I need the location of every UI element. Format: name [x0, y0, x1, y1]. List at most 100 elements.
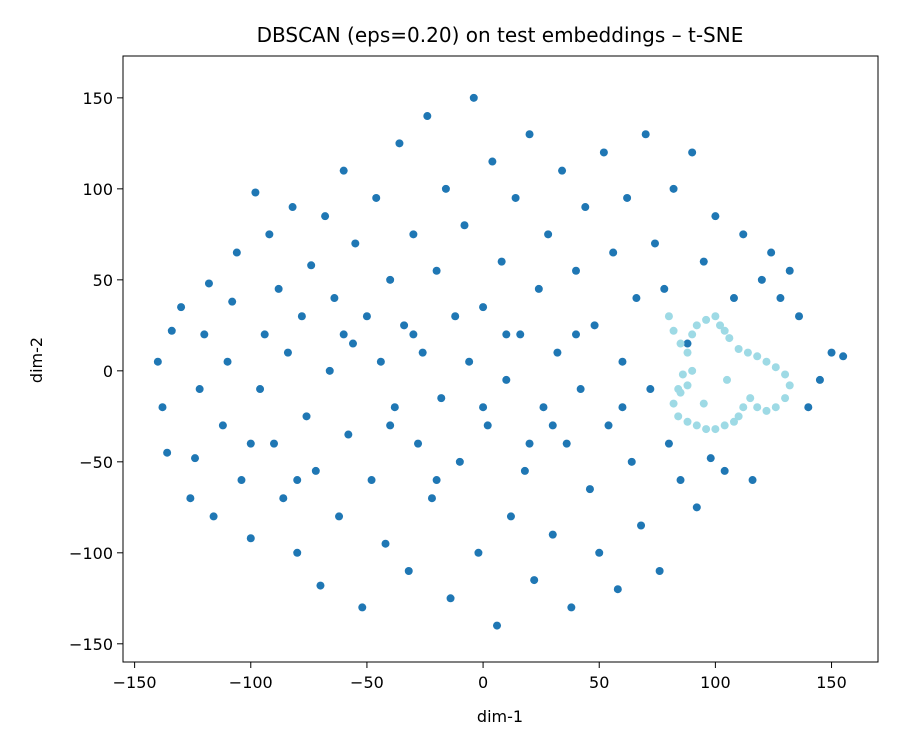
data-point-s0-110: [688, 148, 697, 157]
data-point-s0-38: [348, 339, 357, 348]
data-point-s0-73: [511, 193, 520, 202]
data-point-s0-27: [297, 312, 306, 321]
data-point-s0-108: [676, 476, 685, 485]
data-point-s0-88: [581, 203, 590, 212]
data-point-s0-68: [488, 157, 497, 166]
data-point-s0-113: [706, 454, 715, 463]
data-point-s0-128: [432, 476, 441, 485]
data-point-s0-137: [618, 403, 627, 412]
data-point-s1-0: [664, 312, 673, 321]
data-point-s1-35: [688, 330, 697, 339]
chart-title: DBSCAN (eps=0.20) on test embeddings – t…: [257, 23, 744, 47]
x-tick-label: −100: [229, 673, 273, 692]
data-point-s1-13: [720, 421, 729, 430]
x-axis-title: dim-1: [477, 707, 523, 726]
data-point-s0-31: [316, 581, 325, 590]
data-point-s0-34: [330, 294, 339, 303]
data-point-s0-43: [372, 193, 381, 202]
data-point-s0-135: [525, 439, 534, 448]
data-point-s0-78: [534, 284, 543, 293]
data-point-s0-105: [660, 284, 669, 293]
data-point-s0-36: [339, 166, 348, 175]
data-point-s1-27: [743, 348, 752, 357]
data-point-s0-120: [767, 248, 776, 257]
data-point-s0-87: [576, 385, 585, 394]
data-point-s0-41: [362, 312, 371, 321]
data-point-s1-23: [781, 370, 790, 379]
data-point-s0-129: [386, 421, 395, 430]
data-point-s0-20: [265, 230, 274, 239]
data-point-s0-121: [776, 294, 785, 303]
data-point-s0-81: [548, 530, 557, 539]
y-tick-label: −150: [69, 635, 113, 654]
data-point-s1-29: [725, 334, 734, 343]
data-point-s0-131: [548, 421, 557, 430]
data-point-s0-111: [692, 503, 701, 512]
data-point-s1-31: [716, 321, 725, 330]
data-point-s0-126: [827, 348, 836, 357]
data-point-s1-21: [781, 394, 790, 403]
data-point-s1-38: [699, 399, 708, 408]
data-point-s0-63: [465, 357, 474, 366]
data-point-s0-91: [595, 548, 604, 557]
y-axis-ticks: −150 −100 −50 0 50 100 150: [69, 89, 123, 654]
data-point-s1-7: [669, 399, 678, 408]
data-point-s0-80: [544, 230, 553, 239]
data-point-s1-24: [771, 363, 780, 372]
y-tick-label: −50: [79, 453, 113, 472]
data-point-s0-106: [664, 439, 673, 448]
data-point-s0-72: [506, 512, 515, 521]
data-point-s0-118: [748, 476, 757, 485]
data-point-s0-44: [376, 357, 385, 366]
data-point-s0-132: [339, 330, 348, 339]
x-tick-label: −150: [113, 673, 157, 692]
data-point-s0-7: [195, 385, 204, 394]
data-point-s1-16: [739, 403, 748, 412]
data-point-s0-5: [186, 494, 195, 503]
data-point-s1-26: [753, 352, 762, 361]
data-point-s0-96: [618, 357, 627, 366]
data-point-s0-40: [358, 603, 367, 612]
data-point-s0-62: [460, 221, 469, 230]
data-point-s0-97: [623, 193, 632, 202]
data-point-s0-104: [655, 567, 664, 576]
data-point-s0-30: [311, 466, 320, 475]
data-point-s0-82: [553, 348, 562, 357]
data-point-s0-53: [418, 348, 427, 357]
data-point-s1-3: [683, 348, 692, 357]
data-point-s0-66: [479, 303, 488, 312]
data-point-s0-16: [246, 534, 255, 543]
data-point-s0-94: [609, 248, 618, 257]
data-point-s0-114: [711, 212, 720, 221]
data-point-s0-0: [153, 357, 162, 366]
data-point-s0-61: [455, 457, 464, 466]
data-point-s0-139: [246, 439, 255, 448]
data-point-s0-23: [279, 494, 288, 503]
data-point-s0-21: [270, 439, 278, 448]
data-point-s0-64: [469, 93, 478, 102]
data-point-s0-35: [335, 512, 344, 521]
data-point-s0-109: [683, 339, 692, 348]
data-point-s1-15: [734, 412, 743, 421]
y-tick-label: 0: [103, 362, 113, 381]
data-point-s0-37: [344, 430, 353, 439]
data-point-s0-52: [414, 439, 423, 448]
data-point-s0-47: [390, 403, 399, 412]
data-point-s0-14: [232, 248, 241, 257]
data-point-s0-95: [613, 585, 622, 594]
data-point-s0-100: [637, 521, 646, 530]
data-point-s0-124: [804, 403, 813, 412]
data-point-s1-22: [785, 381, 794, 390]
y-tick-label: −100: [69, 544, 113, 563]
data-point-s1-18: [753, 403, 762, 412]
x-tick-label: 50: [589, 673, 609, 692]
data-point-s1-20: [771, 403, 780, 412]
data-point-s0-24: [283, 348, 292, 357]
data-point-s0-3: [167, 326, 176, 335]
x-tick-label: 150: [816, 673, 847, 692]
data-point-s1-33: [702, 315, 711, 324]
data-point-s0-12: [223, 357, 232, 366]
y-tick-label: 100: [82, 180, 113, 199]
data-point-s0-19: [260, 330, 269, 339]
data-point-s0-67: [483, 421, 492, 430]
